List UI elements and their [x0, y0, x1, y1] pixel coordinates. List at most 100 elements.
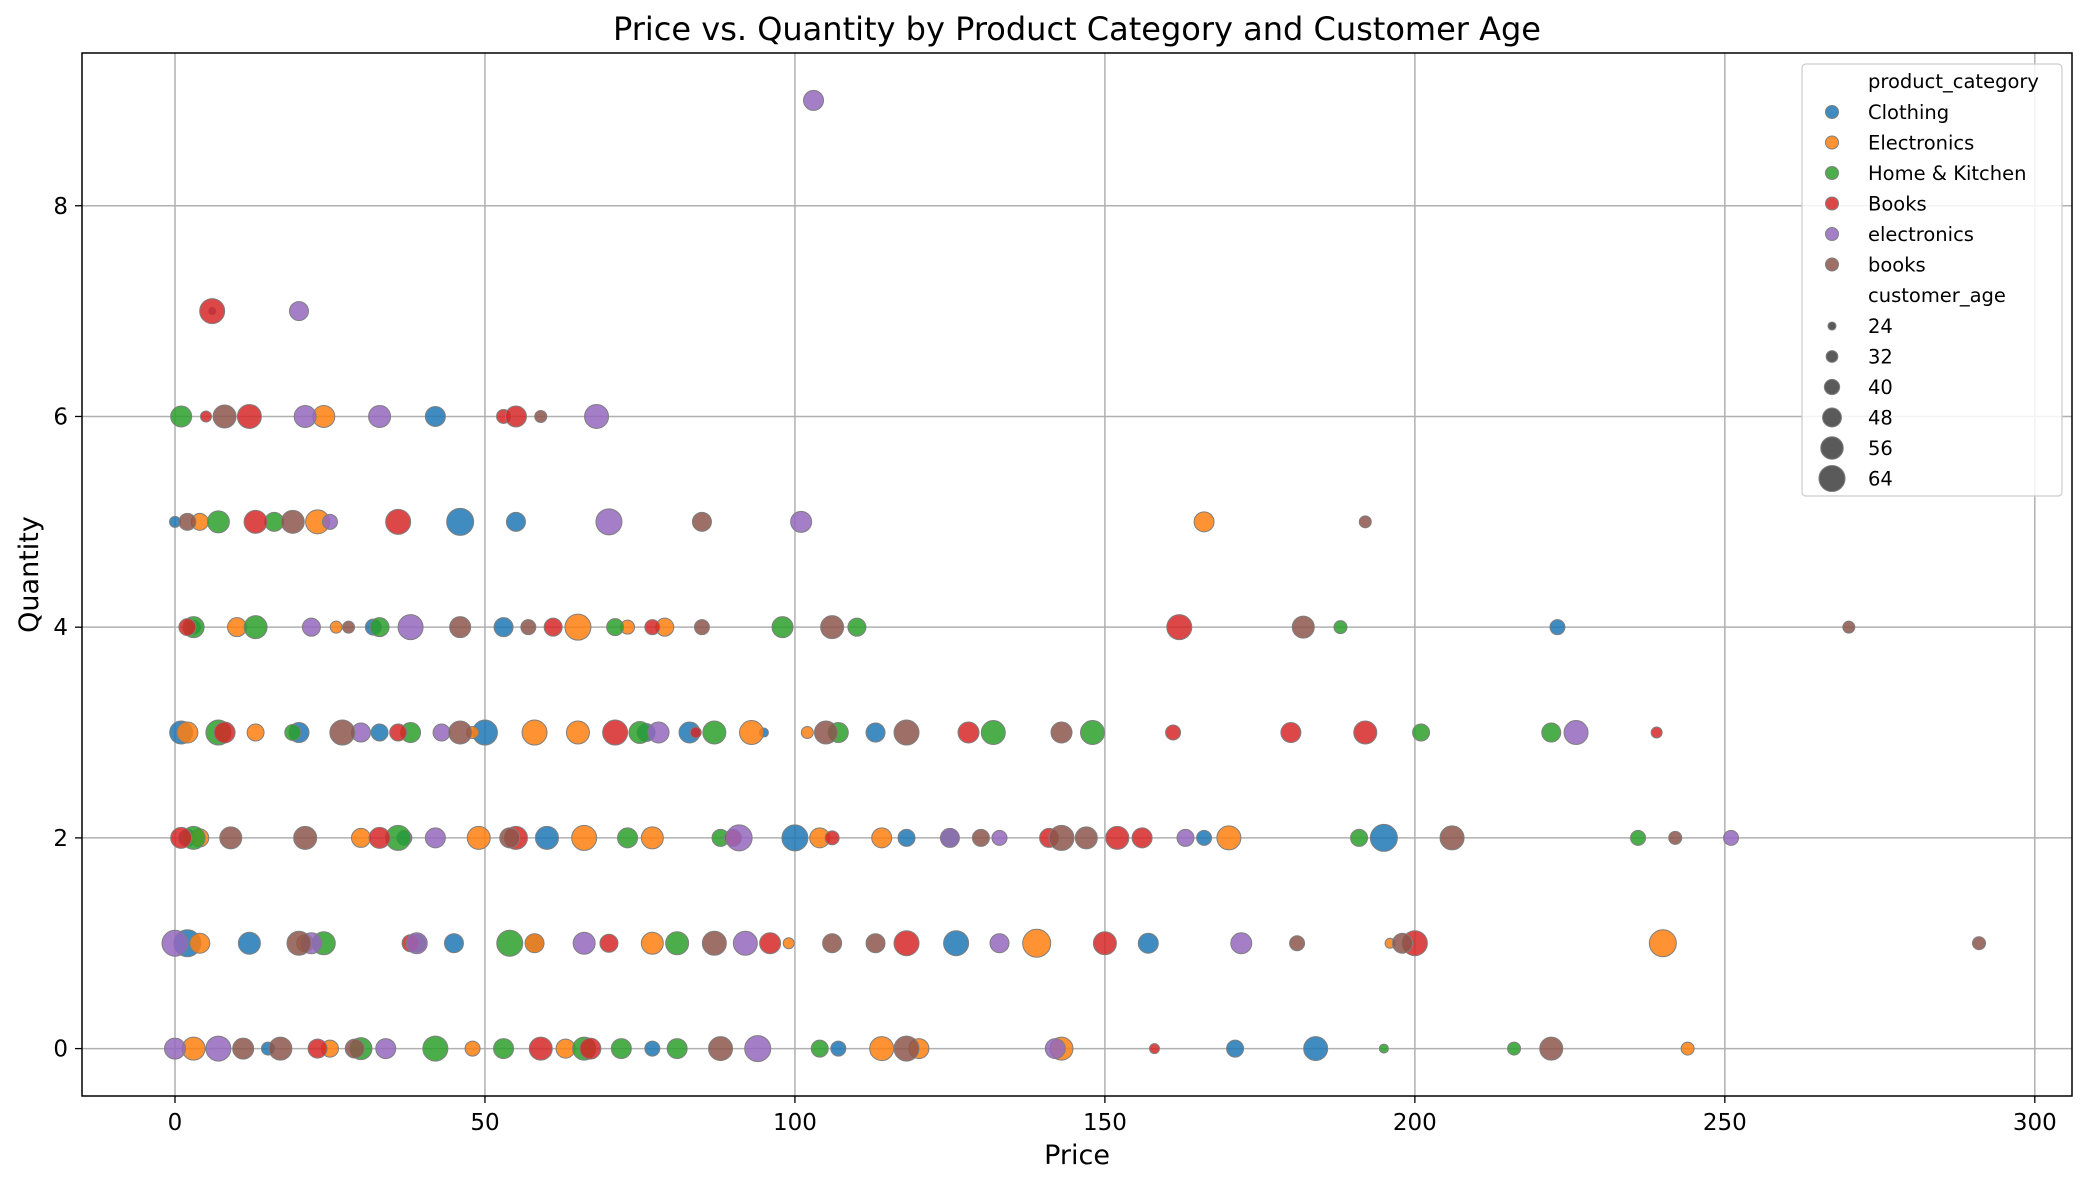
data-point: [739, 720, 765, 746]
data-point: [288, 301, 309, 322]
legend-label: books: [1868, 254, 1926, 277]
data-point: [991, 829, 1008, 846]
legend-size-marker: [1823, 378, 1841, 396]
data-point: [640, 826, 664, 850]
data-point: [732, 930, 758, 956]
data-point: [1412, 723, 1431, 742]
data-point: [524, 933, 545, 954]
data-point: [243, 615, 268, 640]
legend: product_category Clothing Electronics Home…: [1801, 63, 2063, 497]
data-point: [691, 511, 712, 532]
legend-marker: [1825, 135, 1839, 150]
data-point: [725, 824, 753, 852]
legend-label: electronics: [1868, 223, 1974, 246]
data-point: [810, 1039, 829, 1058]
data-point: [1563, 720, 1589, 746]
legend-size-marker: [1820, 436, 1844, 460]
data-point: [800, 726, 814, 740]
data-point: [820, 615, 845, 640]
data-point: [1074, 826, 1098, 850]
data-point: [1291, 615, 1315, 639]
data-point: [1541, 722, 1562, 743]
legend-label: Electronics: [1868, 132, 1974, 155]
data-point: [505, 511, 526, 532]
data-point: [1166, 614, 1193, 641]
data-point: [1391, 932, 1413, 954]
data-point: [644, 1040, 661, 1057]
data-point: [595, 508, 623, 536]
data-point: [803, 89, 825, 111]
y-tick-label: 2: [53, 826, 68, 852]
data-point: [572, 931, 596, 955]
data-point: [286, 930, 312, 956]
data-point: [781, 824, 809, 852]
data-point: [504, 405, 527, 428]
data-point: [1630, 829, 1647, 846]
x-tick-label: 150: [1083, 1110, 1127, 1136]
data-point: [759, 932, 782, 955]
data-point: [897, 828, 916, 847]
data-point: [432, 723, 451, 742]
data-point: [1842, 620, 1856, 634]
data-point: [980, 720, 1006, 746]
data-point: [1196, 829, 1213, 846]
data-point: [443, 933, 464, 954]
data-point: [534, 409, 548, 423]
legend-label: Clothing: [1868, 101, 1949, 124]
legend-size-label: 24: [1868, 315, 1893, 338]
data-point: [1230, 932, 1253, 955]
legend-size-title: customer_age: [1868, 284, 2006, 307]
x-tick-label: 300: [2013, 1110, 2057, 1136]
data-point: [370, 723, 389, 742]
data-point: [606, 618, 625, 637]
legend-hue-items: Clothing Electronics Home & Kitchen Books el…: [1825, 101, 2026, 277]
y-tick-label: 4: [53, 615, 68, 641]
data-point: [1131, 827, 1153, 849]
data-point: [178, 512, 197, 531]
legend-marker: [1825, 257, 1839, 272]
data-point: [1216, 825, 1242, 851]
data-point: [176, 721, 199, 744]
data-point: [236, 403, 262, 429]
data-point: [989, 933, 1010, 954]
legend-label: Books: [1868, 193, 1927, 216]
data-point: [790, 510, 813, 533]
legend-marker: [1825, 227, 1839, 241]
data-point: [232, 1037, 255, 1060]
data-point: [1303, 1036, 1329, 1062]
legend-marker: [1825, 166, 1839, 180]
plot-frame: [81, 52, 2073, 1097]
data-point: [1092, 931, 1117, 956]
data-point: [1050, 721, 1073, 744]
data-point: [822, 933, 843, 954]
data-point: [307, 1038, 328, 1059]
data-point: [368, 826, 391, 849]
data-point: [1165, 724, 1182, 741]
data-point: [1176, 828, 1195, 847]
data-point: [1226, 1039, 1245, 1058]
data-point: [422, 1035, 449, 1062]
data-point: [397, 614, 424, 641]
data-point: [493, 617, 514, 638]
data-point: [1648, 929, 1677, 958]
data-point: [943, 930, 970, 957]
data-point: [350, 827, 371, 848]
data-point: [528, 1036, 553, 1061]
data-point: [189, 932, 211, 954]
data-point: [385, 508, 412, 535]
data-point: [1105, 825, 1130, 850]
data-point: [602, 719, 629, 746]
data-point: [665, 931, 690, 956]
data-point: [666, 1038, 688, 1060]
data-point: [782, 937, 795, 950]
data-point: [647, 721, 670, 744]
data-point: [701, 930, 727, 956]
data-point: [689, 726, 702, 739]
data-point: [237, 931, 261, 955]
data-point: [1650, 726, 1663, 739]
data-point: [293, 404, 317, 428]
grid-lines: [82, 53, 2072, 1096]
data-point: [163, 1037, 186, 1060]
